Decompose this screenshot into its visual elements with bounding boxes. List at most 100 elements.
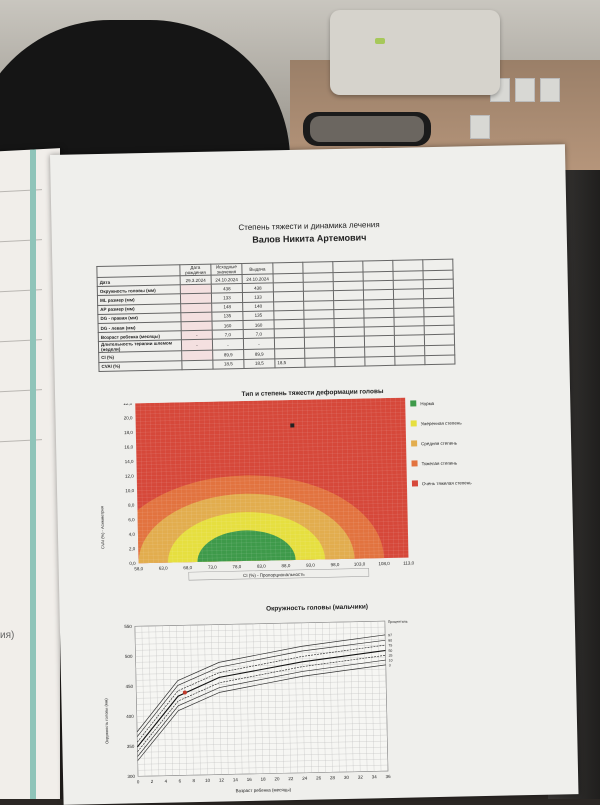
table-cell: - [243,338,274,350]
y-tick-label: 16,0 [124,444,133,449]
x-tick-label: 34 [372,774,378,779]
percentile-label: 3 [389,663,391,667]
x-tick-label: 8 [192,778,195,783]
indicator-light [375,38,385,44]
data-point [290,423,294,427]
legend-swatch [411,460,417,466]
percentile-label: 50 [388,649,392,653]
y-tick-label: 6,0 [128,517,135,522]
x-tick-label: 28 [330,775,336,780]
y-tick-label: 4,0 [129,532,136,537]
table-empty-cell [333,261,363,273]
table-cell: 18,5 [213,359,244,369]
y-tick-label: 12,0 [125,474,134,479]
growth-chart-title: Окружность головы (мальчики) [60,599,575,617]
x-tick-label: 36 [386,774,392,779]
table-header-cell: Исходные значения [211,264,242,276]
legend-label: Тяжелая степень [421,461,457,467]
table-empty-cell [273,262,303,274]
x-tick-label: 108,0 [378,561,390,566]
table-cell: 18,5 [244,358,275,368]
table-cell: - [181,339,212,351]
table-cell [182,360,213,370]
legend-swatch [411,420,417,426]
y-tick-label: 400 [126,714,134,719]
table-empty-cell [424,334,454,346]
measurements-table: Дата рождения Исходные значения Выдача Д… [96,259,455,372]
x-tick-label: 2 [151,779,154,784]
table-empty-cell [334,336,364,348]
table-empty-cell [303,262,333,274]
y-tick-label: 450 [126,684,134,689]
y-tick-label: 20,0 [124,415,133,420]
x-tick-label: 68,0 [183,565,192,570]
y-tick-label: 550 [124,624,132,629]
table-empty-cell [335,356,365,366]
table-cell: 18,5 [275,358,305,368]
percentile-label: 90 [388,639,392,643]
x-tick-label: 12 [219,777,225,782]
severity-chart: 0,02,04,06,08,010,012,014,016,018,020,02… [95,397,419,589]
building-window [470,115,490,139]
legend-label: Умеренная степень [421,420,462,426]
legend-label: Норма [420,401,434,406]
table-empty-cell [394,335,424,347]
x-tick-label: 20 [274,776,280,781]
x-tick-label: 26 [316,775,322,780]
x-tick-label: 24 [302,776,308,781]
x-tick-label: 14 [233,777,239,782]
x-tick-label: 6 [178,778,181,783]
folder-edge-text: ия) [0,630,14,641]
y-tick-label: 8,0 [128,503,135,508]
table-empty-cell [395,355,425,365]
percentile-header: Процентиль [388,620,408,624]
x-tick-label: 32 [358,775,364,780]
overhead-console [330,10,500,95]
y-tick-label: 350 [127,744,135,749]
rearview-mirror-glass [310,116,424,142]
y-tick-label: 2,0 [129,546,136,551]
x-axis-label: CI (%) - Пропорциональность [243,572,305,578]
legend-swatch [410,400,416,406]
folder-edge-stripe [30,149,36,799]
table-empty-cell [363,260,393,272]
y-tick-label: 14,0 [125,459,134,464]
x-tick-label: 18 [261,777,267,782]
percentile-label: 75 [388,643,392,647]
table-empty-cell [393,260,423,272]
x-tick-label: 0 [137,779,140,784]
y-tick-label: 18,0 [124,430,133,435]
severity-y-label: CVAI (%) - Асимметрия [99,506,105,549]
table-empty-cell [365,356,395,366]
table-empty-cell [274,338,304,350]
x-tick-label: 98,0 [331,562,340,567]
legend-label: Средняя степень [421,441,457,447]
percentile-label: 97 [388,633,392,637]
table-empty-cell [305,357,335,367]
medical-report-page: Степень тяжести и динамика лечения Валов… [50,144,578,805]
table-row-label: CVAI (%) [99,360,182,371]
x-tick-label: 113,0 [403,560,415,565]
x-tick-label: 22 [288,776,294,781]
x-tick-label: 103,0 [354,561,366,566]
table-header-cell: Выдача [242,263,273,275]
table-cell: - [212,339,243,351]
percentile-label: 25 [389,654,393,658]
x-tick-label: 30 [344,775,350,780]
y-tick-label: 500 [125,654,133,659]
legend-swatch [411,440,417,446]
y-tick-label: 22,0 [123,401,132,406]
x-tick-label: 78,0 [232,564,241,569]
legend-swatch [412,480,418,486]
x-tick-label: 4 [165,779,168,784]
x-tick-label: 63,0 [159,566,168,571]
x-tick-label: 88,0 [281,563,290,568]
x-tick-label: 73,0 [208,565,217,570]
y-tick-label: 10,0 [125,488,134,493]
x-tick-label: 10 [205,778,211,783]
x-tick-label: 83,0 [257,564,266,569]
building-window [540,78,560,102]
table-empty-cell [304,337,334,349]
